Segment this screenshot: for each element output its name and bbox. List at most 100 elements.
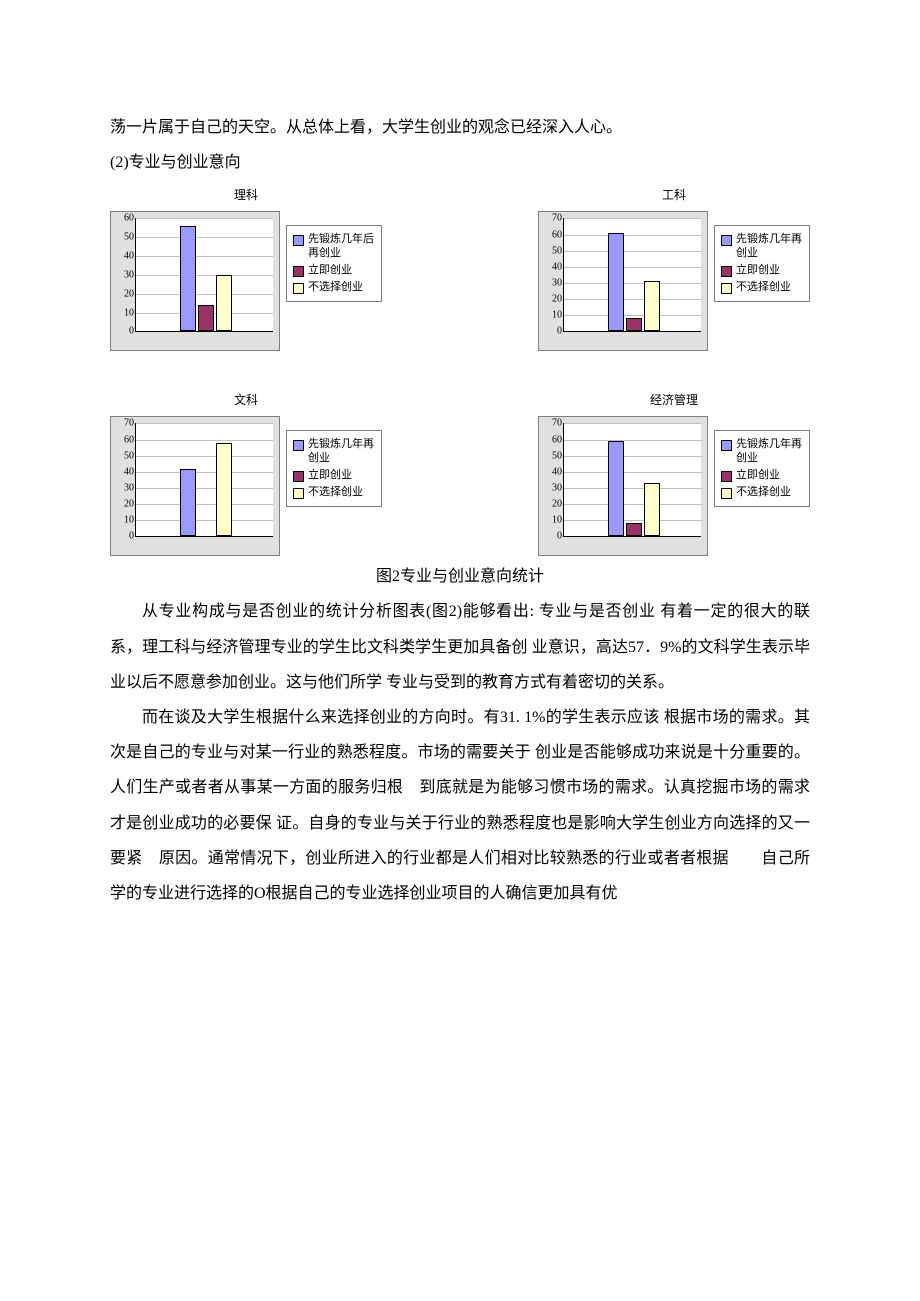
grid-line bbox=[564, 504, 701, 505]
chart-bar bbox=[608, 441, 624, 536]
y-axis-label: 0 bbox=[542, 326, 562, 337]
legend-label: 先锻炼几年后再创业 bbox=[308, 233, 375, 261]
y-axis-label: 10 bbox=[114, 307, 134, 318]
chart-panel: 010203040506070 bbox=[538, 416, 708, 556]
legend-swatch bbox=[293, 440, 304, 451]
grid-line bbox=[564, 299, 701, 300]
legend-item: 立即创业 bbox=[293, 264, 375, 278]
y-axis-label: 50 bbox=[542, 245, 562, 256]
chart-bar bbox=[608, 233, 624, 331]
chart-legend: 先锻炼几年后再创业立即创业不选择创业 bbox=[286, 225, 382, 302]
legend-swatch bbox=[721, 283, 732, 294]
legend-swatch bbox=[721, 266, 732, 277]
grid-line bbox=[136, 423, 273, 424]
y-axis-label: 70 bbox=[114, 418, 134, 429]
chart-legend: 先锻炼几年再创业立即创业不选择创业 bbox=[714, 225, 810, 302]
chart-bar bbox=[644, 281, 660, 331]
grid-line bbox=[136, 440, 273, 441]
grid-line bbox=[136, 218, 273, 219]
legend-swatch bbox=[293, 235, 304, 246]
y-axis-label: 20 bbox=[542, 294, 562, 305]
y-axis-label: 30 bbox=[542, 277, 562, 288]
chart-panel: 010203040506070 bbox=[538, 211, 708, 351]
legend-item: 先锻炼几年再创业 bbox=[293, 438, 375, 466]
y-axis-label: 0 bbox=[542, 531, 562, 542]
y-axis-label: 0 bbox=[114, 326, 134, 337]
legend-swatch bbox=[293, 266, 304, 277]
y-axis-label: 70 bbox=[542, 418, 562, 429]
grid-line bbox=[136, 256, 273, 257]
legend-swatch bbox=[293, 283, 304, 294]
legend-item: 不选择创业 bbox=[721, 486, 803, 500]
body-text-top: 荡一片属于自己的天空。从总体上看，大学生创业的观念已经深入人心。 bbox=[110, 110, 810, 145]
legend-label: 不选择创业 bbox=[308, 281, 363, 295]
legend-item: 不选择创业 bbox=[293, 486, 375, 500]
grid-line bbox=[564, 235, 701, 236]
legend-label: 立即创业 bbox=[736, 264, 780, 278]
chart-legend: 先锻炼几年再创业立即创业不选择创业 bbox=[286, 430, 382, 507]
chart-legend: 先锻炼几年再创业立即创业不选择创业 bbox=[714, 430, 810, 507]
plot-area: 010203040506070 bbox=[563, 423, 701, 537]
chart-panel: 010203040506070 bbox=[110, 416, 280, 556]
y-axis-label: 60 bbox=[542, 434, 562, 445]
y-axis-label: 50 bbox=[542, 450, 562, 461]
y-axis-label: 10 bbox=[114, 515, 134, 526]
y-axis-label: 70 bbox=[542, 213, 562, 224]
y-axis-label: 40 bbox=[542, 466, 562, 477]
legend-label: 立即创业 bbox=[308, 264, 352, 278]
legend-label: 不选择创业 bbox=[736, 486, 791, 500]
y-axis-label: 0 bbox=[114, 531, 134, 542]
chart-title: 经济管理 bbox=[650, 391, 698, 408]
chart-body: 010203040506070先锻炼几年再创业立即创业不选择创业 bbox=[110, 416, 382, 556]
y-axis-label: 20 bbox=[114, 288, 134, 299]
legend-swatch bbox=[721, 488, 732, 499]
legend-label: 立即创业 bbox=[736, 469, 780, 483]
grid-line bbox=[136, 520, 273, 521]
chart-bar bbox=[626, 523, 642, 536]
legend-item: 不选择创业 bbox=[721, 281, 803, 295]
legend-swatch bbox=[721, 440, 732, 451]
grid-line bbox=[564, 267, 701, 268]
y-axis-label: 30 bbox=[542, 482, 562, 493]
chart-bar bbox=[198, 305, 214, 331]
plot-area: 0102030405060 bbox=[135, 218, 273, 332]
chart-econ-mgmt: 经济管理010203040506070先锻炼几年再创业立即创业不选择创业 bbox=[538, 391, 810, 556]
grid-line bbox=[136, 504, 273, 505]
legend-label: 先锻炼几年再创业 bbox=[308, 438, 375, 466]
chart-bar bbox=[626, 318, 642, 331]
grid-line bbox=[136, 456, 273, 457]
legend-swatch bbox=[721, 471, 732, 482]
legend-swatch bbox=[721, 235, 732, 246]
grid-line bbox=[564, 472, 701, 473]
chart-title: 工科 bbox=[662, 186, 686, 203]
legend-item: 先锻炼几年再创业 bbox=[721, 438, 803, 466]
y-axis-label: 60 bbox=[114, 434, 134, 445]
legend-label: 立即创业 bbox=[308, 469, 352, 483]
y-axis-label: 20 bbox=[542, 499, 562, 510]
grid-line bbox=[136, 237, 273, 238]
y-axis-label: 40 bbox=[114, 251, 134, 262]
subsection-heading: (2)专业与创业意向 bbox=[110, 145, 810, 180]
legend-item: 先锻炼几年再创业 bbox=[721, 233, 803, 261]
grid-line bbox=[564, 218, 701, 219]
legend-label: 不选择创业 bbox=[308, 486, 363, 500]
chart-body: 010203040506070先锻炼几年再创业立即创业不选择创业 bbox=[538, 416, 810, 556]
chart-bar bbox=[180, 469, 196, 537]
y-axis-label: 10 bbox=[542, 310, 562, 321]
y-axis-label: 40 bbox=[542, 261, 562, 272]
chart-liberal-arts: 文科010203040506070先锻炼几年再创业立即创业不选择创业 bbox=[110, 391, 382, 556]
chart-title: 理科 bbox=[234, 186, 258, 203]
y-axis-label: 30 bbox=[114, 482, 134, 493]
legend-item: 不选择创业 bbox=[293, 281, 375, 295]
legend-item: 立即创业 bbox=[721, 469, 803, 483]
y-axis-label: 20 bbox=[114, 499, 134, 510]
legend-label: 不选择创业 bbox=[736, 281, 791, 295]
y-axis-label: 40 bbox=[114, 466, 134, 477]
y-axis-label: 30 bbox=[114, 269, 134, 280]
legend-swatch bbox=[293, 471, 304, 482]
chart-science: 理科0102030405060先锻炼几年后再创业立即创业不选择创业 bbox=[110, 186, 382, 351]
legend-item: 立即创业 bbox=[293, 469, 375, 483]
grid-line bbox=[564, 520, 701, 521]
chart-engineering: 工科010203040506070先锻炼几年再创业立即创业不选择创业 bbox=[538, 186, 810, 351]
chart-row-2: 文科010203040506070先锻炼几年再创业立即创业不选择创业 经济管理0… bbox=[110, 391, 810, 556]
